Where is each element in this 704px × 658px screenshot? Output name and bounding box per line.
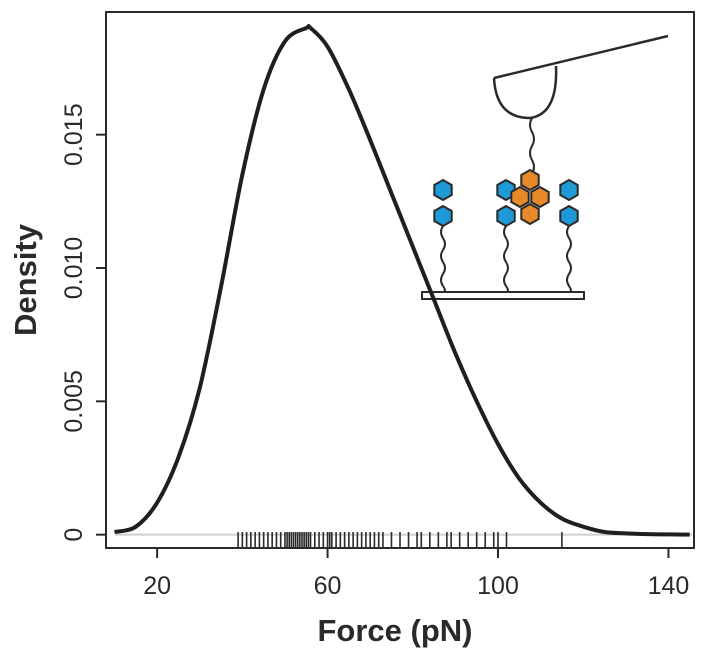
y-tick-label: 0.005 bbox=[60, 370, 88, 433]
afm-tip bbox=[492, 65, 558, 120]
y-tick-label: 0.015 bbox=[60, 103, 88, 166]
y-tick-label: 0 bbox=[60, 528, 88, 542]
orange-ligand-hexagon bbox=[530, 185, 550, 209]
orange-ligand-hexagon bbox=[510, 185, 530, 209]
blue-sugar-hexagon bbox=[433, 178, 453, 202]
x-axis-ticks bbox=[156, 548, 670, 558]
y-axis-title: Density bbox=[8, 223, 43, 336]
blue-sugar-hexagon bbox=[559, 178, 579, 202]
density-curve bbox=[114, 24, 690, 537]
x-axis-title: Force (pN) bbox=[318, 613, 473, 648]
linker-tether bbox=[503, 225, 509, 293]
y-tick-label: 0.010 bbox=[60, 237, 88, 300]
x-tick-label: 60 bbox=[314, 572, 342, 600]
x-tick-label: 100 bbox=[477, 572, 519, 600]
y-axis-ticks bbox=[96, 133, 106, 536]
linker-tether bbox=[566, 225, 572, 293]
orange-ligand-hexagon bbox=[520, 202, 540, 226]
linker-tether bbox=[440, 225, 446, 293]
afm-cantilever bbox=[493, 34, 669, 80]
x-tick-label: 140 bbox=[648, 572, 690, 600]
rug-marks bbox=[237, 532, 563, 548]
inset-schematic bbox=[421, 34, 669, 300]
blue-sugar-hexagon bbox=[496, 204, 516, 228]
blue-sugar-hexagon bbox=[559, 204, 579, 228]
blue-sugar-hexagon bbox=[433, 204, 453, 228]
substrate-surface bbox=[421, 291, 585, 300]
plot-frame bbox=[105, 11, 695, 549]
linker-tether bbox=[529, 117, 535, 175]
x-tick-label: 20 bbox=[143, 572, 171, 600]
orange-ligand-hexagon bbox=[520, 168, 540, 192]
